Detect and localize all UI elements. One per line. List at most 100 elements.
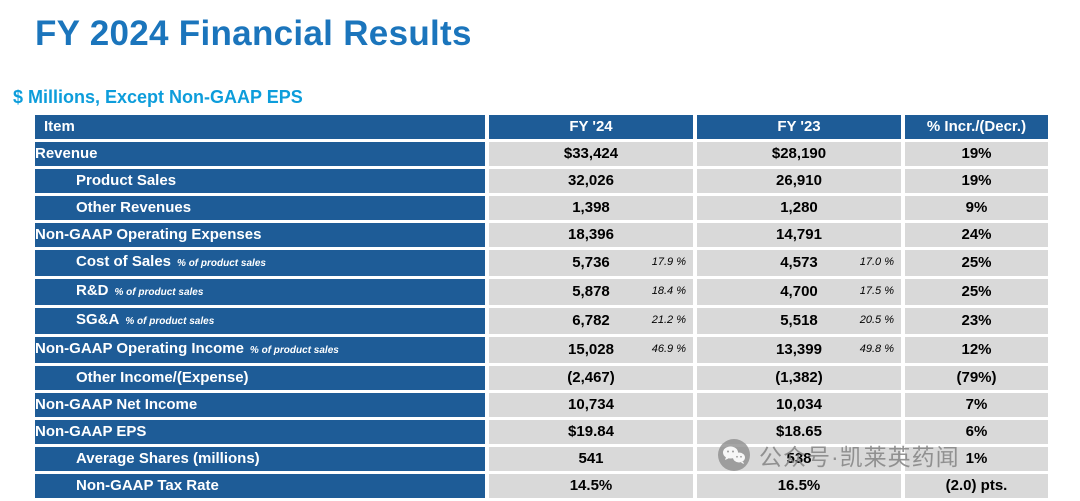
fy23-value-cell: 4,573 17.0 % [697, 250, 901, 276]
change-cell: 19% [905, 142, 1048, 166]
item-cell: Non-GAAP Operating Income % of product sa… [35, 337, 485, 363]
fy23-value-cell: $28,190 [697, 142, 901, 166]
value: $18.65 [776, 423, 822, 440]
row-label: SG&A [76, 311, 120, 328]
value: (1,382) [775, 369, 823, 386]
change-cell: 7% [905, 393, 1048, 417]
fy24-value-cell: 5,878 18.4 % [489, 279, 693, 305]
row-sublabel: % of product sales [249, 345, 339, 356]
fy23-value-cell: 538 [697, 447, 901, 471]
value: 13,399 [776, 341, 822, 358]
col-header-change: % Incr./(Decr.) [905, 115, 1048, 139]
fy23-value-cell: 26,910 [697, 169, 901, 193]
pct-of-product-sales: 17.9 % [651, 256, 686, 268]
value: 5,518 [780, 312, 818, 329]
table-row: Product Sales 32,026 26,910 19% [35, 169, 1048, 193]
value: 6,782 [572, 312, 610, 329]
change-cell: 19% [905, 169, 1048, 193]
fy24-value-cell: 18,396 [489, 223, 693, 247]
value: 14.5% [569, 477, 613, 494]
row-label: Non-GAAP EPS [35, 423, 147, 440]
col-header-fy23: FY '23 [697, 115, 901, 139]
col-header-fy24: FY '24 [489, 115, 693, 139]
fy24-value-cell: 10,734 [489, 393, 693, 417]
table-row: Cost of Sales % of product sales 5,736 17.9… [35, 250, 1048, 276]
item-cell: Revenue [35, 142, 485, 166]
row-label: Other Revenues [76, 199, 192, 216]
fy24-value-cell: (2,467) [489, 366, 693, 390]
value: 1,398 [572, 199, 610, 216]
value: 14,791 [776, 226, 822, 243]
page-title: FY 2024 Financial Results [35, 14, 472, 53]
value: 1,280 [780, 199, 818, 216]
table-row: Average Shares (millions) 541 538 1% [35, 447, 1048, 471]
table-row: Non-GAAP Operating Income % of product sa… [35, 337, 1048, 363]
change-cell: 1% [905, 447, 1048, 471]
pct-of-product-sales: 20.5 % [859, 314, 894, 326]
value: 4,700 [780, 283, 818, 300]
change-cell: (2.0) pts. [905, 474, 1048, 498]
pct-of-product-sales: 17.5 % [859, 285, 894, 297]
item-cell: Other Revenues [35, 196, 485, 220]
fy23-value-cell: 10,034 [697, 393, 901, 417]
item-cell: SG&A % of product sales [35, 308, 485, 334]
fy23-value-cell: 16.5% [697, 474, 901, 498]
change-cell: (79%) [905, 366, 1048, 390]
fy23-value-cell: (1,382) [697, 366, 901, 390]
fy24-value-cell: $19.84 [489, 420, 693, 444]
item-cell: Other Income/(Expense) [35, 366, 485, 390]
fy23-value-cell: 4,700 17.5 % [697, 279, 901, 305]
row-sublabel: % of product sales [114, 287, 204, 298]
row-label: Non-GAAP Operating Income [35, 340, 244, 357]
pct-of-product-sales: 17.0 % [859, 256, 894, 268]
value: $28,190 [771, 145, 827, 162]
financial-results-table: Item FY '24 FY '23 % Incr./(Decr.) Reven… [31, 112, 1052, 501]
value: 10,034 [776, 396, 822, 413]
table-row: R&D % of product sales 5,878 18.4 % 4,700 17.… [35, 279, 1048, 305]
fy24-value-cell: 32,026 [489, 169, 693, 193]
table-row: Other Income/(Expense) (2,467) (1,382) (79%… [35, 366, 1048, 390]
row-label: Product Sales [76, 172, 177, 189]
fy24-value-cell: 6,782 21.2 % [489, 308, 693, 334]
item-cell: Non-GAAP Net Income [35, 393, 485, 417]
row-label: Revenue [35, 145, 98, 162]
fy24-value-cell: $33,424 [489, 142, 693, 166]
pct-of-product-sales: 18.4 % [651, 285, 686, 297]
row-label: Non-GAAP Net Income [35, 396, 198, 413]
table-row: Other Revenues 1,398 1,280 9% [35, 196, 1048, 220]
value: 538 [786, 450, 812, 467]
item-cell: Cost of Sales % of product sales [35, 250, 485, 276]
item-cell: Non-GAAP Tax Rate [35, 474, 485, 498]
change-cell: 25% [905, 250, 1048, 276]
fy23-value-cell: 5,518 20.5 % [697, 308, 901, 334]
value: 5,878 [572, 283, 610, 300]
fy23-value-cell: 13,399 49.8 % [697, 337, 901, 363]
change-cell: 12% [905, 337, 1048, 363]
row-label: Other Income/(Expense) [76, 369, 249, 386]
table-row: Non-GAAP Net Income 10,734 10,034 7% [35, 393, 1048, 417]
fy23-value-cell: 14,791 [697, 223, 901, 247]
row-label: Cost of Sales [76, 253, 172, 270]
table-row: Non-GAAP EPS $19.84 $18.65 6% [35, 420, 1048, 444]
table-row: Non-GAAP Tax Rate 14.5% 16.5% (2.0) pts. [35, 474, 1048, 498]
fy24-value-cell: 15,028 46.9 % [489, 337, 693, 363]
item-cell: Non-GAAP Operating Expenses [35, 223, 485, 247]
pct-of-product-sales: 21.2 % [651, 314, 686, 326]
fy24-value-cell: 5,736 17.9 % [489, 250, 693, 276]
value: 10,734 [568, 396, 614, 413]
table-row: Revenue $33,424 $28,190 19% [35, 142, 1048, 166]
col-header-item: Item [35, 115, 485, 139]
row-label: Average Shares (millions) [76, 450, 260, 467]
row-label: Non-GAAP Operating Expenses [35, 226, 262, 243]
pct-of-product-sales: 46.9 % [651, 343, 686, 355]
value: 541 [578, 450, 604, 467]
item-cell: Product Sales [35, 169, 485, 193]
value: 16.5% [777, 477, 821, 494]
value: $19.84 [568, 423, 614, 440]
table-row: SG&A % of product sales 6,782 21.2 % 5,518 20… [35, 308, 1048, 334]
change-cell: 9% [905, 196, 1048, 220]
fy24-value-cell: 541 [489, 447, 693, 471]
row-label: R&D [76, 282, 109, 299]
item-cell: R&D % of product sales [35, 279, 485, 305]
